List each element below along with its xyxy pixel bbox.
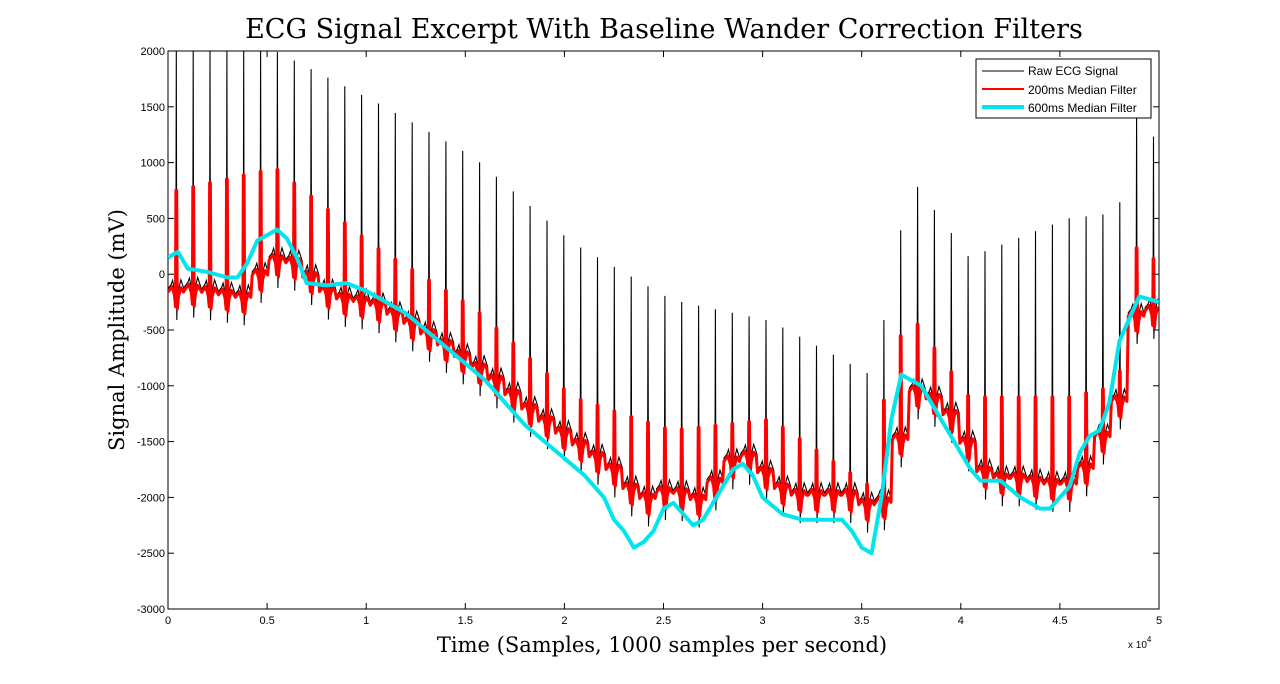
y-tick-label: 1000	[141, 158, 165, 170]
series-200ms-median-line	[168, 168, 1159, 523]
y-tick-label: -500	[143, 325, 165, 337]
x-tick-label: 4	[958, 615, 964, 627]
legend-label-200ms: 200ms Median Filter	[1028, 83, 1137, 97]
y-tick-label: -1000	[137, 381, 165, 393]
x-tick-label: 2.5	[656, 615, 671, 627]
y-tick-label: 1500	[141, 102, 165, 114]
x-axis-multiplier-exponent: 4	[1147, 635, 1152, 644]
legend-label-600ms: 600ms Median Filter	[1028, 101, 1137, 115]
x-tick-label: 1	[363, 615, 369, 627]
series-600ms-median-line	[168, 227, 1159, 556]
y-tick-label: -3000	[137, 604, 165, 616]
y-tick-label: 2000	[141, 46, 165, 58]
x-tick-label: 1.5	[458, 615, 473, 627]
y-tick-label: -1500	[137, 437, 165, 449]
y-tick-label: 0	[159, 269, 165, 281]
axes-box	[167, 50, 1160, 610]
y-tick-label: 500	[147, 213, 165, 225]
x-tick-label: 5	[1156, 615, 1162, 627]
x-tick-label: 3.5	[854, 615, 869, 627]
y-axis-label: Signal Amplitude (mV)	[105, 209, 129, 451]
x-tick-label: 0	[165, 615, 171, 627]
legend: Raw ECG Signal 200ms Median Filter 600ms…	[975, 58, 1152, 119]
ticks-layer: 0 0.5 1 1.5 2 2.5 3 3.5 4 4.5 5 -3000 -2500 -2000 -150…	[137, 46, 1162, 627]
x-axis-multiplier-base: x 10	[1128, 640, 1147, 651]
x-tick-label: 0.5	[259, 615, 274, 627]
chart-title: ECG Signal Excerpt With Baseline Wander …	[245, 14, 1083, 45]
plot-area: 0 0.5 1 1.5 2 2.5 3 3.5 4 4.5 5 -3000 -2500 -2000 -150…	[137, 46, 1162, 627]
y-tick-label: -2500	[137, 548, 165, 560]
x-tick-label: 2	[561, 615, 567, 627]
legend-label-raw: Raw ECG Signal	[1028, 64, 1118, 78]
y-tick-label: -2000	[137, 492, 165, 504]
x-axis-multiplier: x 104	[1128, 635, 1152, 651]
x-tick-label: 4.5	[1052, 615, 1067, 627]
x-axis-label: Time (Samples, 1000 samples per second)	[437, 633, 887, 657]
series-layer	[168, 51, 1159, 556]
x-tick-label: 3	[760, 615, 766, 627]
